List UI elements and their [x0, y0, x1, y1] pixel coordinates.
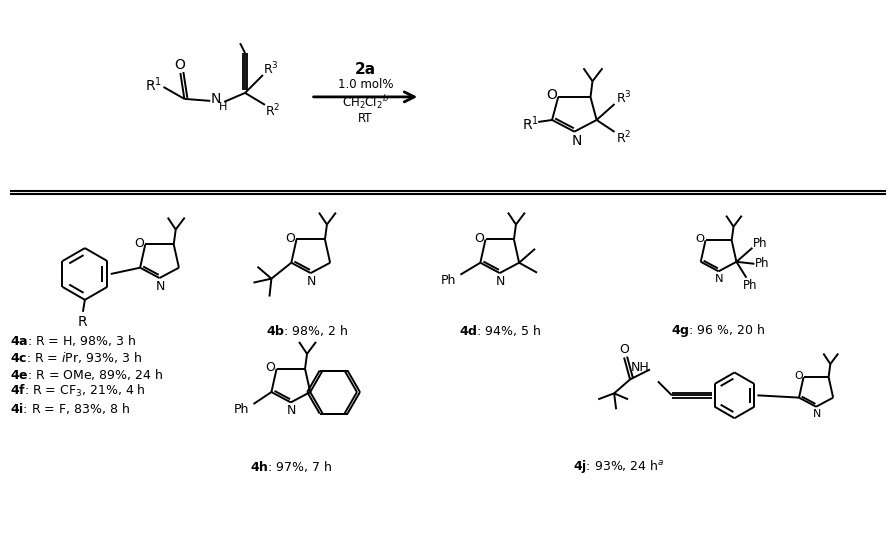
Text: O: O — [475, 232, 485, 245]
Text: N: N — [571, 133, 582, 147]
Text: O: O — [286, 232, 296, 245]
Text: O: O — [546, 88, 556, 102]
Text: $\mathbf{4h}$: 97%, 7 h: $\mathbf{4h}$: 97%, 7 h — [250, 459, 332, 474]
Text: N: N — [287, 404, 297, 417]
Text: NH: NH — [631, 361, 650, 374]
Text: N: N — [715, 274, 724, 284]
Text: R$^2$: R$^2$ — [265, 102, 280, 119]
Text: $\mathbf{4g}$: 96 %, 20 h: $\mathbf{4g}$: 96 %, 20 h — [671, 322, 766, 339]
Text: H: H — [219, 102, 228, 112]
Text: N: N — [211, 92, 221, 106]
Text: CH$_2$Cl$_2$$^b$: CH$_2$Cl$_2$$^b$ — [342, 93, 389, 111]
Text: Ph: Ph — [743, 279, 758, 292]
Text: $\mathbf{4c}$: R = $i$Pr, 93%, 3 h: $\mathbf{4c}$: R = $i$Pr, 93%, 3 h — [10, 350, 142, 365]
Text: N: N — [496, 274, 505, 287]
Text: O: O — [794, 371, 803, 381]
Text: R$^1$: R$^1$ — [145, 76, 162, 94]
Text: $\mathbf{4e}$: R = OMe, 89%, 24 h: $\mathbf{4e}$: R = OMe, 89%, 24 h — [10, 367, 163, 382]
Text: O: O — [174, 58, 185, 72]
Text: O: O — [619, 343, 629, 356]
Text: $\mathbf{4a}$: R = H, 98%, 3 h: $\mathbf{4a}$: R = H, 98%, 3 h — [10, 333, 136, 348]
Text: RT: RT — [358, 112, 373, 125]
Text: Ph: Ph — [234, 404, 249, 416]
Text: O: O — [266, 361, 276, 374]
Text: N: N — [307, 274, 316, 287]
Text: Ph: Ph — [753, 237, 768, 250]
Text: R$^2$: R$^2$ — [616, 130, 631, 146]
Text: 1.0 mol%: 1.0 mol% — [338, 78, 393, 92]
Text: R$^3$: R$^3$ — [263, 61, 279, 77]
Text: $\mathbf{4j}$: 93%, 24 h$^a$: $\mathbf{4j}$: 93%, 24 h$^a$ — [573, 458, 665, 475]
Text: N: N — [156, 279, 165, 293]
Text: Ph: Ph — [441, 274, 456, 287]
Text: 2a: 2a — [355, 62, 376, 77]
Text: $\mathbf{4b}$: 98%, 2 h: $\mathbf{4b}$: 98%, 2 h — [265, 323, 348, 338]
Text: R$^3$: R$^3$ — [616, 90, 632, 106]
Text: $\mathbf{4f}$: R = CF$_3$, 21%, 4 h: $\mathbf{4f}$: R = CF$_3$, 21%, 4 h — [10, 383, 146, 399]
Text: N: N — [813, 409, 822, 419]
Text: $\mathbf{4d}$: 94%, 5 h: $\mathbf{4d}$: 94%, 5 h — [459, 323, 541, 338]
Text: O: O — [134, 237, 144, 250]
Text: $\mathbf{4i}$: R = F, 83%, 8 h: $\mathbf{4i}$: R = F, 83%, 8 h — [10, 401, 130, 416]
Text: Ph: Ph — [755, 257, 770, 270]
Text: R: R — [78, 315, 88, 329]
Text: O: O — [695, 234, 704, 244]
Text: R$^1$: R$^1$ — [521, 115, 538, 133]
